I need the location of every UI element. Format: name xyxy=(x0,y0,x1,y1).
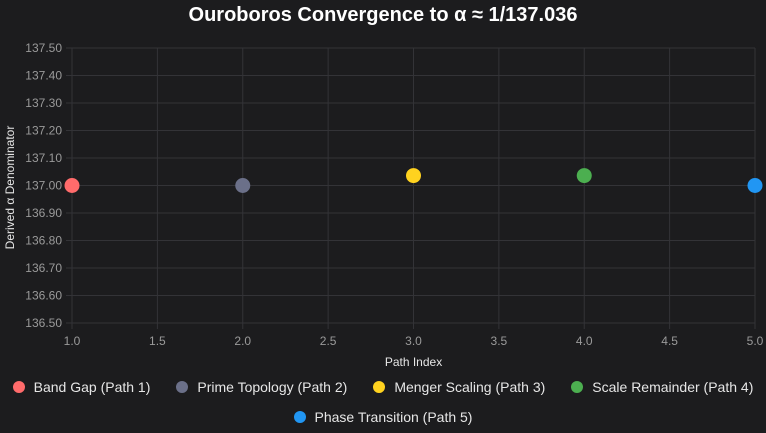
legend-label: Scale Remainder (Path 4) xyxy=(592,379,754,395)
scatter-plot: 1.0 1.5 2.0 2.5 3.0 3.5 4.0 4.5 5.0 137.50 137.40 1… xyxy=(3,41,764,369)
x-tick-label: 1.0 xyxy=(64,334,81,348)
y-tick-label: 136.80 xyxy=(25,234,62,248)
legend-item-path-4[interactable]: Scale Remainder (Path 4) xyxy=(567,378,757,396)
y-tick-label: 137.10 xyxy=(25,151,62,165)
legend-swatch xyxy=(373,381,386,393)
y-tick-label: 136.50 xyxy=(25,316,62,330)
legend-swatch xyxy=(571,381,584,393)
x-tick-label: 2.5 xyxy=(320,334,337,348)
x-axis-label: Path Index xyxy=(385,355,442,369)
legend-swatch xyxy=(293,411,306,423)
legend-label: Band Gap (Path 1) xyxy=(33,379,151,395)
legend-item-path-2[interactable]: Prime Topology (Path 2) xyxy=(172,378,351,396)
chart-title: Ouroboros Convergence to α ≈ 1/137.036 xyxy=(188,4,578,26)
y-tick-label: 137.30 xyxy=(25,96,62,110)
y-tick-label: 136.90 xyxy=(25,206,62,220)
data-point-path-4[interactable] xyxy=(576,168,592,184)
y-tick-label: 137.00 xyxy=(25,179,62,193)
legend-swatch xyxy=(176,381,189,393)
legend-item-path-3[interactable]: Menger Scaling (Path 3) xyxy=(369,378,549,396)
data-point-path-1[interactable] xyxy=(64,178,80,193)
legend-swatch xyxy=(12,381,25,393)
x-tick-label: 4.0 xyxy=(576,334,593,348)
legend-label: Phase Transition (Path 5) xyxy=(314,409,473,425)
chart-legend: Band Gap (Path 1) Prime Topology (Path 2)… xyxy=(0,378,766,426)
data-point-path-5[interactable] xyxy=(747,178,763,193)
legend-item-path-1[interactable]: Band Gap (Path 1) xyxy=(9,378,155,396)
x-tick-label: 3.5 xyxy=(491,334,508,348)
x-tick-label: 5.0 xyxy=(747,334,764,348)
legend-label: Menger Scaling (Path 3) xyxy=(394,379,546,395)
y-tick-label: 137.50 xyxy=(25,41,62,55)
legend-label: Prime Topology (Path 2) xyxy=(197,379,348,395)
legend-item-path-5[interactable]: Phase Transition (Path 5) xyxy=(290,408,477,426)
y-axis-label: Derived α Denominator xyxy=(3,126,17,250)
x-tick-label: 3.0 xyxy=(405,334,422,348)
x-tick-label: 2.0 xyxy=(234,334,251,348)
y-tick-label: 136.70 xyxy=(25,261,62,275)
data-point-path-3[interactable] xyxy=(406,168,421,184)
x-tick-label: 1.5 xyxy=(149,334,166,348)
data-point-path-2[interactable] xyxy=(235,178,251,193)
x-tick-label: 4.5 xyxy=(661,334,678,348)
y-tick-label: 137.20 xyxy=(25,124,62,138)
y-tick-label: 137.40 xyxy=(25,69,62,83)
y-tick-label: 136.60 xyxy=(25,289,62,303)
